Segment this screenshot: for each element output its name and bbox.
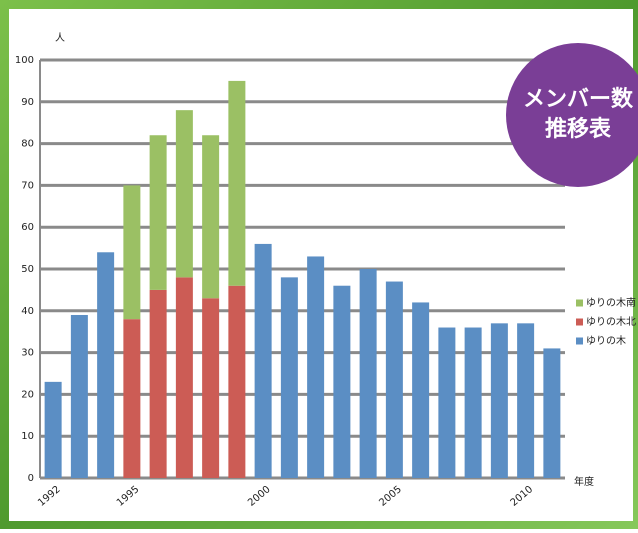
bar [385, 281, 403, 478]
bar [149, 135, 167, 290]
bar [97, 252, 115, 478]
y-tick-label: 100 [15, 55, 34, 66]
y-tick-label: 0 [28, 473, 34, 484]
bar [228, 285, 246, 478]
x-axis-label: 年度 [574, 475, 594, 488]
bar [123, 319, 141, 478]
bar [175, 277, 193, 478]
bar [175, 110, 193, 278]
bar [490, 323, 508, 478]
bar [202, 298, 220, 478]
badge-title: メンバー数 [523, 86, 634, 112]
y-tick-label: 40 [21, 306, 34, 317]
bar [359, 269, 377, 478]
bar [464, 327, 482, 478]
bar [412, 302, 430, 478]
bar [307, 256, 325, 478]
y-tick-label: 10 [21, 431, 34, 442]
bar [280, 277, 298, 478]
legend-label: ゆりの木南 [586, 296, 636, 309]
y-tick-label: 30 [21, 348, 34, 359]
bar [543, 348, 561, 478]
y-tick-label: 80 [21, 139, 34, 150]
y-tick-label: 60 [21, 222, 34, 233]
bar [123, 185, 141, 320]
legend-swatch [576, 337, 583, 345]
bar [228, 80, 246, 286]
bar [202, 135, 220, 299]
bar [333, 285, 351, 478]
y-tick-label: 50 [21, 264, 34, 275]
bar [438, 327, 456, 478]
bar [70, 314, 88, 478]
badge-subtitle: 推移表 [545, 116, 612, 142]
y-tick-label: 20 [21, 389, 34, 400]
legend-swatch [576, 318, 583, 326]
bar [149, 289, 167, 478]
badge [506, 43, 638, 187]
y-tick-label: 70 [21, 180, 34, 191]
legend-label: ゆりの木北 [586, 316, 636, 328]
legend-label: ゆりの木 [586, 335, 626, 347]
legend-swatch [576, 299, 583, 307]
y-tick-label: 90 [21, 97, 34, 108]
y-axis-label: 人 [55, 32, 65, 44]
bar [44, 381, 62, 478]
bar [254, 243, 272, 478]
bar [517, 323, 535, 478]
